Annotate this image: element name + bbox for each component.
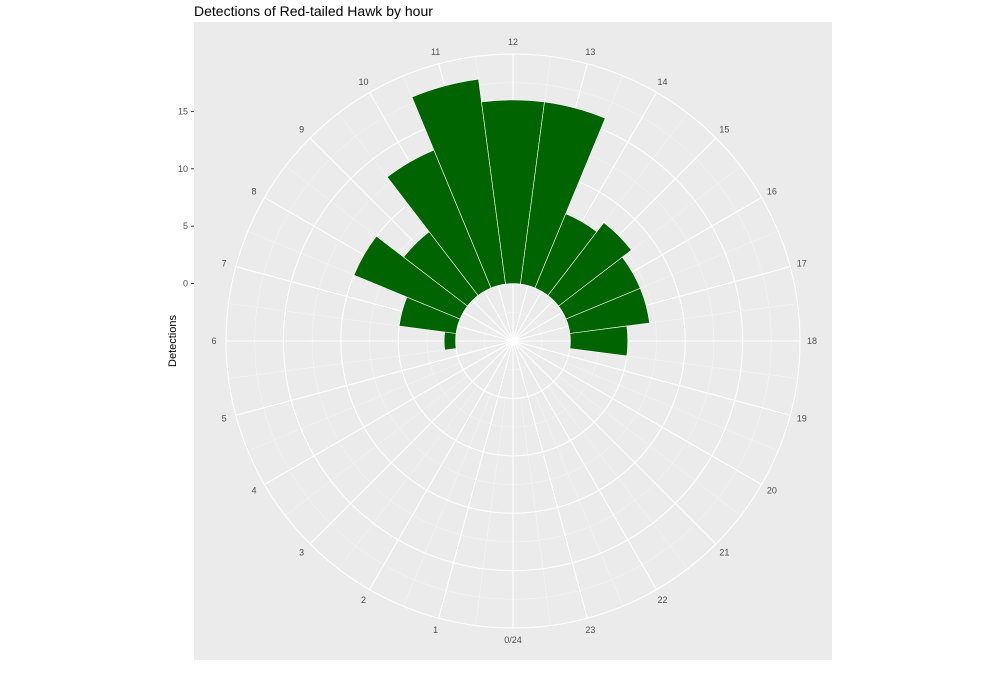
major-grid-spoke (512, 340, 791, 416)
hour-tick-label: 21 (719, 547, 729, 557)
bar-hour-18 (569, 325, 629, 357)
major-grid-spoke (512, 340, 762, 485)
bar-hour-6 (443, 331, 457, 351)
major-grid-spoke (512, 340, 588, 619)
bar-hour-15 (547, 222, 632, 307)
y-axis-title: Detections (167, 315, 179, 367)
bar-hour-17 (565, 287, 650, 334)
minor-grid-spoke (558, 375, 741, 516)
hour-tick-label: 10 (358, 77, 368, 87)
bar-hour-8 (353, 235, 468, 320)
hour-tick-label: 6 (211, 336, 216, 346)
minor-grid-spoke (228, 348, 457, 379)
major-grid-spoke (512, 340, 717, 545)
hour-tick-label: 8 (252, 187, 257, 197)
major-grid-spoke (512, 340, 657, 590)
major-grid-spoke (309, 340, 514, 545)
hour-tick-label: 1 (433, 625, 438, 635)
major-grid-spoke (264, 340, 514, 485)
hour-tick-label: 13 (585, 47, 595, 57)
y-tick-label: 5 (183, 221, 188, 231)
hour-tick-label: 17 (797, 259, 807, 269)
minor-grid-spoke (565, 362, 779, 452)
minor-grid-spoke (285, 375, 468, 516)
hour-tick-label: 23 (585, 625, 595, 635)
bar-hour-13 (520, 101, 606, 289)
hour-tick-label: 15 (719, 125, 729, 135)
minor-grid-spoke (547, 386, 688, 569)
hour-tick-label: 3 (299, 547, 304, 557)
major-grid-spoke (309, 137, 514, 342)
minor-grid-spoke (247, 362, 461, 452)
y-axis: 0 5 10 15 (178, 106, 194, 289)
major-grid-spoke (512, 92, 657, 342)
y-tick-label: 0 (183, 279, 188, 289)
major-grid-spoke (235, 340, 514, 416)
bar-layer (353, 78, 650, 357)
hour-tick-label: 11 (431, 47, 440, 57)
hour-tick-label: 7 (222, 259, 227, 269)
minor-grid-spoke (534, 393, 624, 607)
minor-grid-spoke (475, 397, 506, 626)
y-tick-label: 10 (178, 164, 188, 174)
hour-label-layer: 0/24123456789101112131415161718192021222… (211, 37, 817, 645)
minor-grid-spoke (338, 386, 479, 569)
hour-tick-label: 5 (222, 413, 227, 423)
hour-tick-label: 12 (508, 37, 518, 47)
major-grid-spoke (369, 340, 514, 590)
bar-hour-11 (411, 78, 506, 289)
y-tick-label: 15 (178, 106, 188, 116)
major-grid-spoke (235, 266, 514, 342)
hour-tick-label: 16 (767, 187, 777, 197)
hour-tick-label: 0/24 (504, 635, 522, 645)
hour-tick-label: 9 (299, 125, 304, 135)
minor-grid-spoke (402, 393, 492, 607)
hour-tick-label: 20 (767, 486, 777, 496)
major-grid-spoke (512, 197, 762, 342)
hour-tick-label: 14 (657, 77, 667, 87)
chart-title: Detections of Red-tailed Hawk by hour (194, 3, 433, 19)
hour-tick-label: 19 (797, 413, 807, 423)
hour-tick-label: 2 (361, 595, 366, 605)
hour-tick-label: 22 (657, 595, 667, 605)
major-grid-spoke (438, 340, 514, 619)
minor-grid-spoke (520, 397, 551, 626)
major-grid-spoke (512, 266, 791, 342)
hour-tick-label: 18 (807, 336, 817, 346)
hour-tick-label: 4 (252, 486, 257, 496)
